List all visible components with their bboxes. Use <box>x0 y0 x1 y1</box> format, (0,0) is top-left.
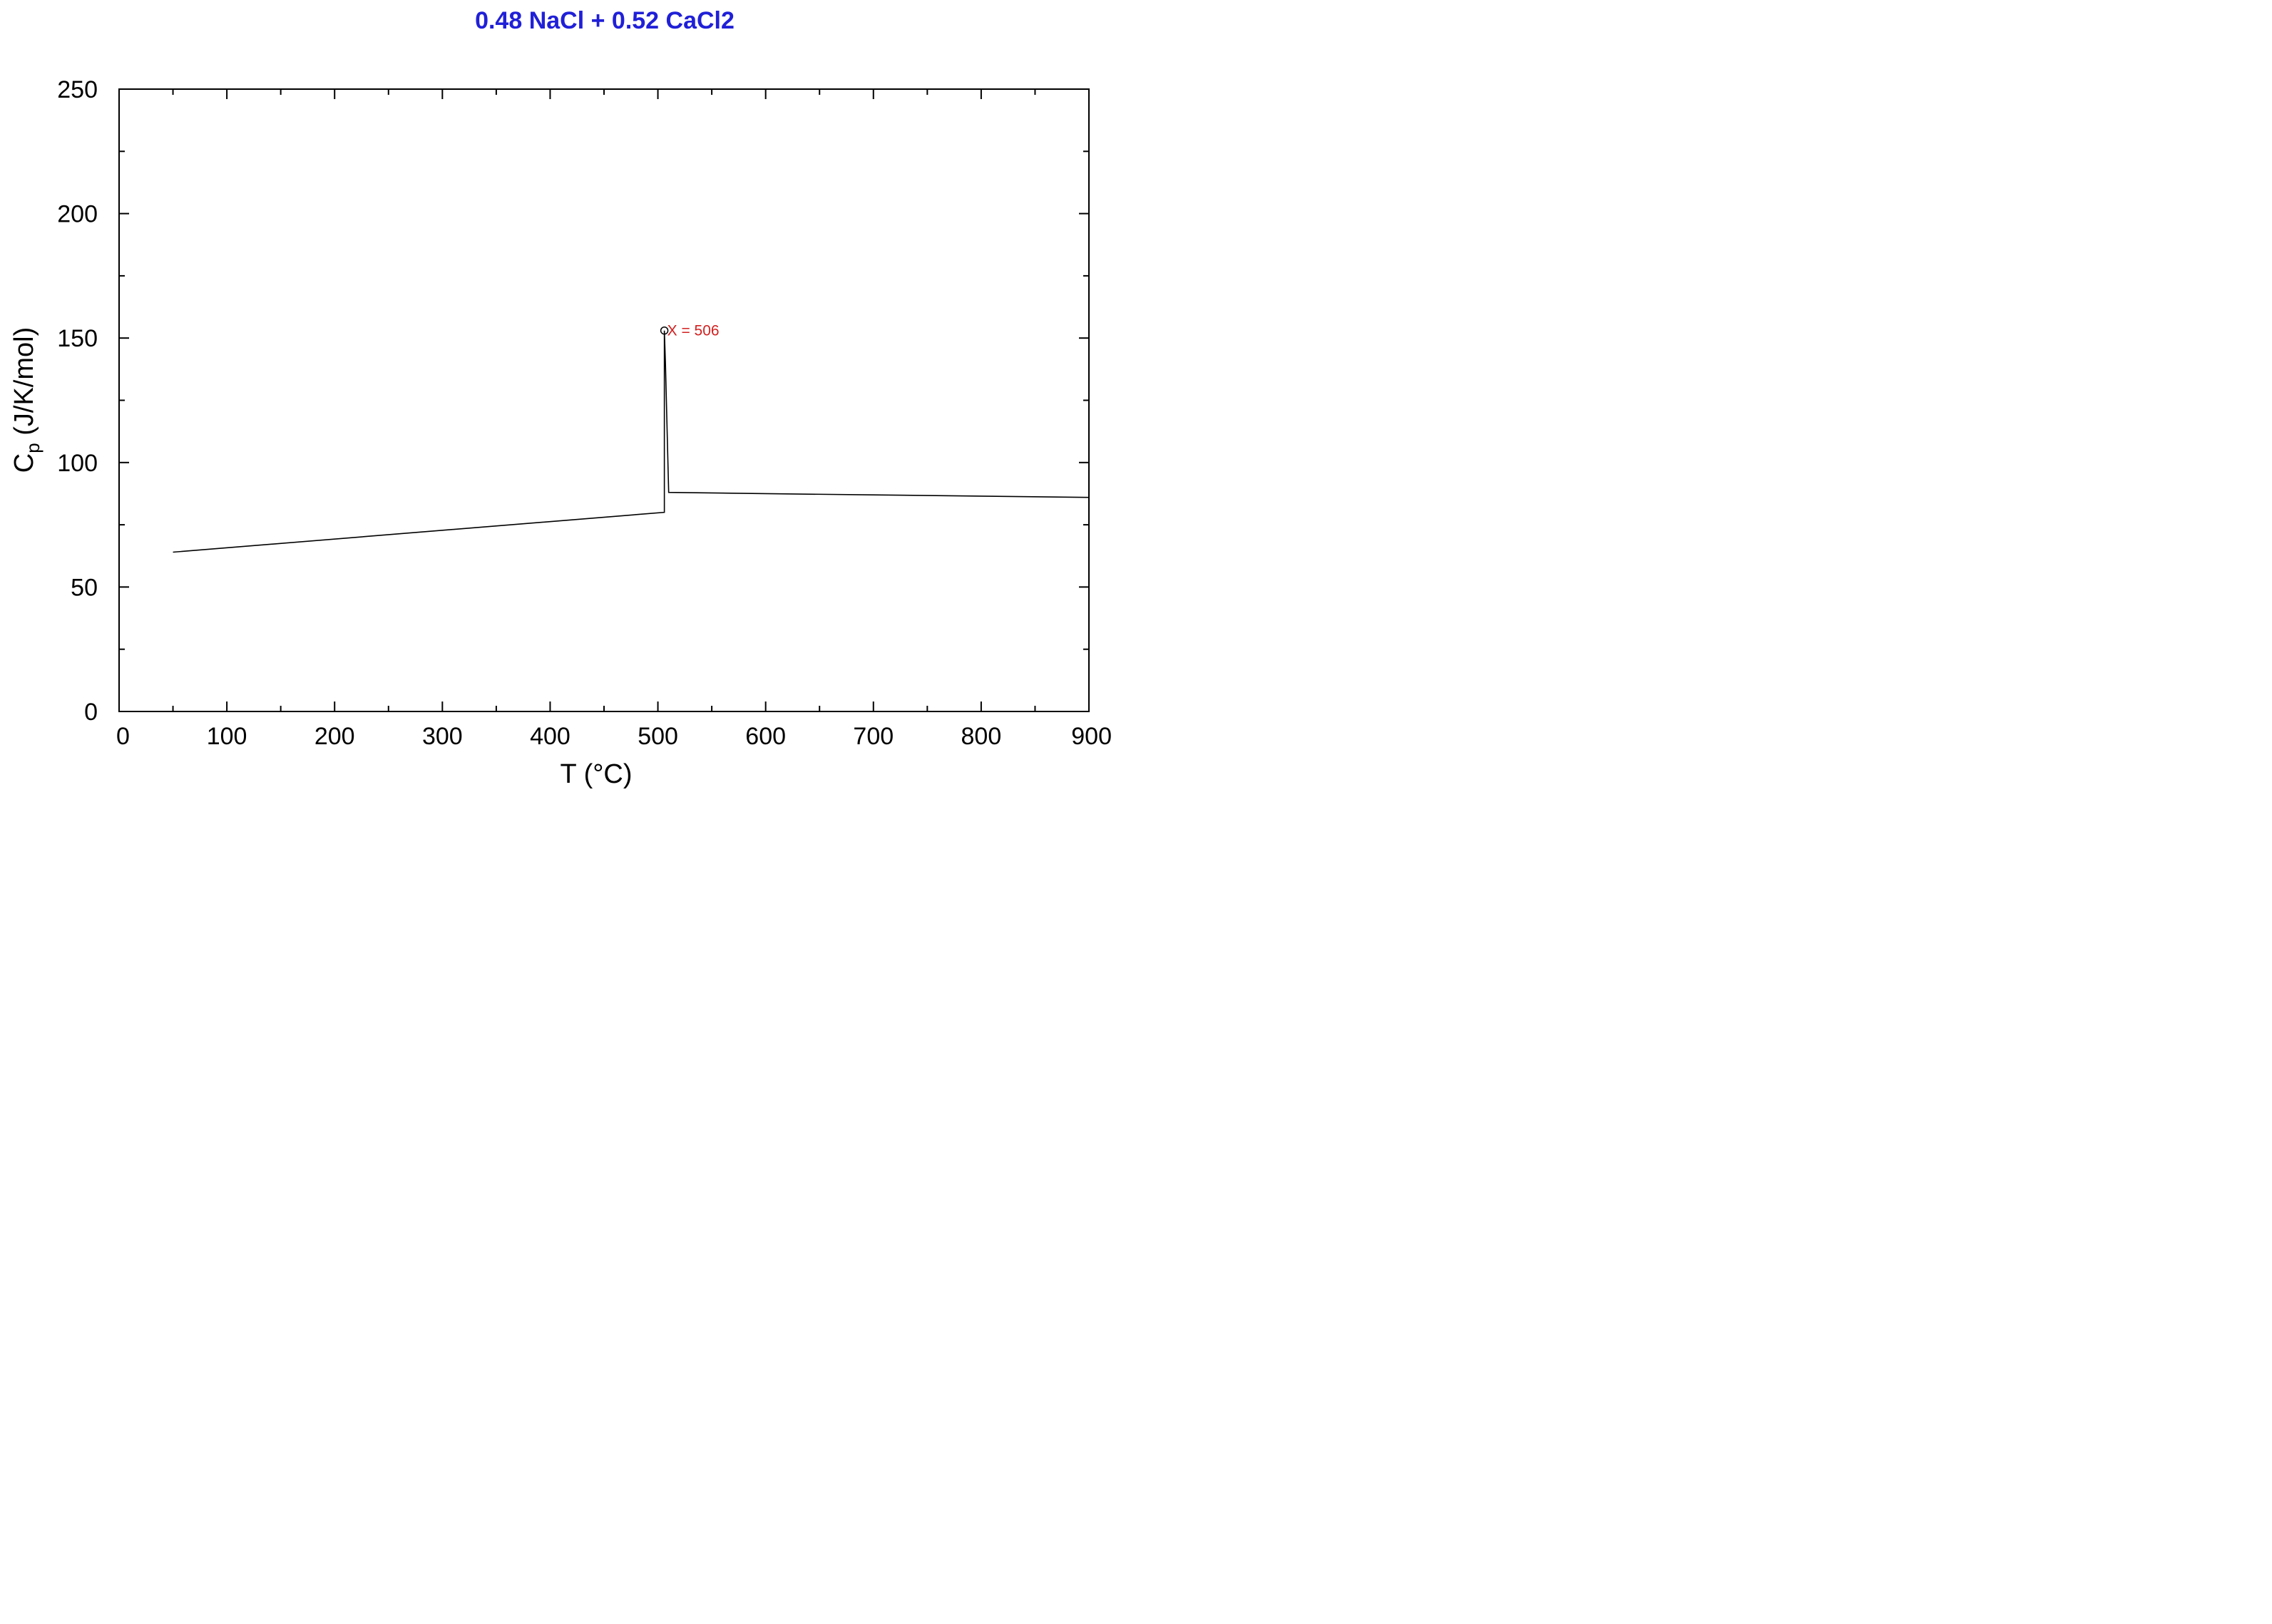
x-tick-label: 900 <box>1071 723 1112 750</box>
x-tick-label: 800 <box>961 723 1002 750</box>
x-tick-label: 300 <box>422 723 463 750</box>
annotation-label: X = 506 <box>667 323 720 339</box>
x-tick-label: 100 <box>207 723 247 750</box>
tick-labels-group: 0 100 200 300 400 500 600 700 800 900 0 50 100 150 200… <box>57 76 1112 750</box>
y-tick-label: 250 <box>57 76 98 103</box>
y-tick-label: 200 <box>57 201 98 228</box>
y-axis-label-subscript: p <box>22 443 44 453</box>
cp-series-line <box>173 330 1090 553</box>
y-axis-label-units: (J/K/mol) <box>9 327 39 443</box>
y-tick-label: 150 <box>57 325 98 352</box>
x-tick-label: 600 <box>745 723 786 750</box>
chart-title: 0.48 NaCl + 0.52 CaCl2 <box>475 7 735 34</box>
x-tick-label: 500 <box>638 723 678 750</box>
y-axis-label-main: C <box>9 453 39 473</box>
annotation-marker <box>660 326 669 335</box>
plot-frame <box>118 88 1090 712</box>
x-axis-label: T (°C) <box>560 759 632 789</box>
ticks-group <box>118 88 1090 712</box>
y-axis-label: Cp (J/K/mol) <box>9 327 44 473</box>
y-tick-label: 50 <box>71 574 98 601</box>
x-tick-label: 200 <box>314 723 355 750</box>
x-tick-label: 700 <box>853 723 894 750</box>
chart: 0.48 NaCl + 0.52 CaCl2 0 100 200 300 400 500 6… <box>9 7 1112 789</box>
x-tick-label: 0 <box>116 723 130 750</box>
y-tick-label: 100 <box>57 450 98 477</box>
y-tick-label: 0 <box>84 699 98 726</box>
x-tick-label: 400 <box>530 723 570 750</box>
